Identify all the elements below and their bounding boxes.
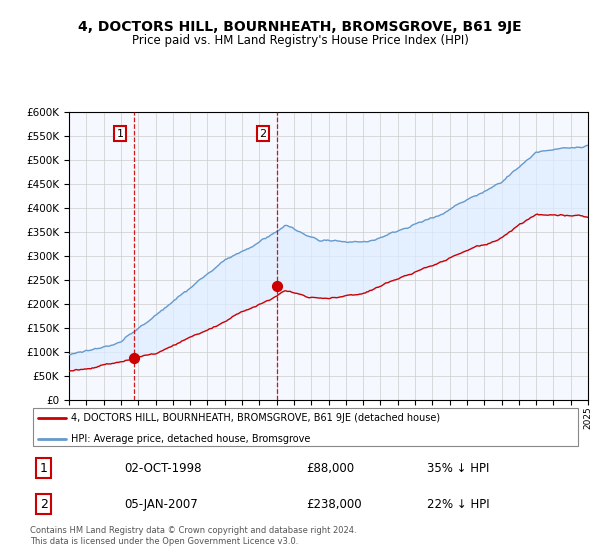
Point <box>129 353 139 362</box>
Text: Contains HM Land Registry data © Crown copyright and database right 2024.
This d: Contains HM Land Registry data © Crown c… <box>30 526 356 546</box>
Text: HPI: Average price, detached house, Bromsgrove: HPI: Average price, detached house, Brom… <box>71 434 311 444</box>
Text: 2: 2 <box>260 129 266 139</box>
Text: 35% ↓ HPI: 35% ↓ HPI <box>427 462 490 475</box>
Point <box>272 282 282 291</box>
Text: 4, DOCTORS HILL, BOURNHEATH, BROMSGROVE, B61 9JE (detached house): 4, DOCTORS HILL, BOURNHEATH, BROMSGROVE,… <box>71 413 440 423</box>
FancyBboxPatch shape <box>33 408 578 446</box>
Text: 4, DOCTORS HILL, BOURNHEATH, BROMSGROVE, B61 9JE: 4, DOCTORS HILL, BOURNHEATH, BROMSGROVE,… <box>78 20 522 34</box>
Text: 02-OCT-1998: 02-OCT-1998 <box>124 462 202 475</box>
Text: 1: 1 <box>116 129 124 139</box>
Text: 2: 2 <box>40 498 48 511</box>
Text: 1: 1 <box>40 462 48 475</box>
Text: Price paid vs. HM Land Registry's House Price Index (HPI): Price paid vs. HM Land Registry's House … <box>131 34 469 46</box>
Text: 22% ↓ HPI: 22% ↓ HPI <box>427 498 490 511</box>
Text: 05-JAN-2007: 05-JAN-2007 <box>124 498 197 511</box>
Text: £238,000: £238,000 <box>306 498 362 511</box>
Text: £88,000: £88,000 <box>306 462 354 475</box>
